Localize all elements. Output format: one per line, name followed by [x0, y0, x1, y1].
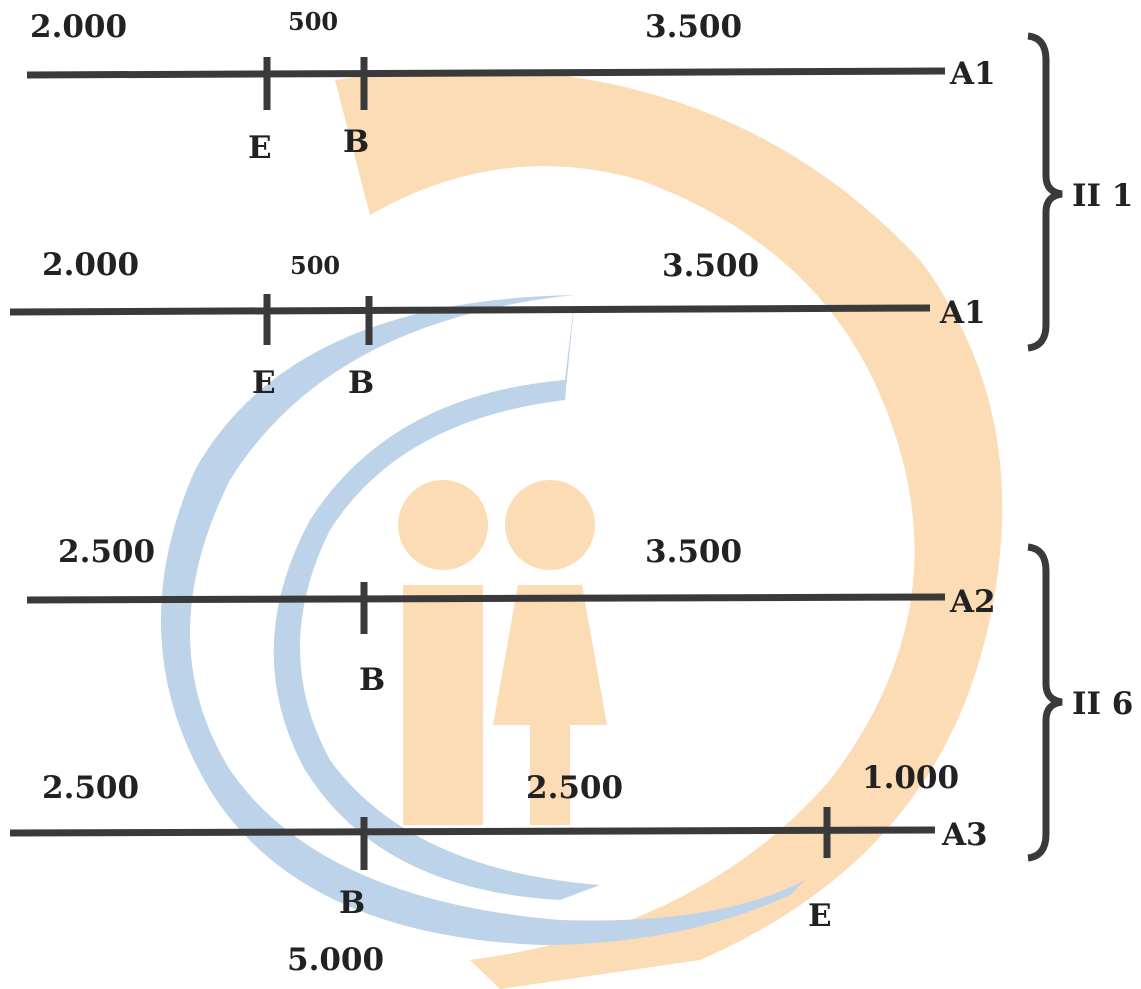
- line-1-point-e: E: [248, 130, 272, 166]
- line-1-axis: [26, 67, 946, 79]
- group-ii-1-brace: [1027, 32, 1063, 352]
- line-2-point-e: E: [252, 365, 276, 401]
- line-1-segment-3: 3.500: [645, 9, 742, 45]
- line-1-segment-2: 500: [288, 7, 338, 36]
- line-2-point-b: B: [348, 365, 374, 401]
- line-3-end-label: A2: [949, 584, 996, 620]
- line-1-point-b: B: [343, 124, 369, 160]
- watermark-head-left: [398, 480, 488, 570]
- watermark-head-right: [505, 480, 595, 570]
- watermark-logo: [160, 69, 1003, 989]
- line-2-segment-2: 500: [290, 251, 340, 280]
- watermark-orange-arc: [335, 69, 1003, 989]
- watermark-body-left: [403, 585, 483, 825]
- line-1-end-label: A1: [949, 56, 996, 92]
- line-2-segment-1: 2.000: [42, 247, 139, 283]
- line-3-axis: [26, 593, 946, 604]
- line-3: 2.500 3.500 B A2: [26, 534, 996, 698]
- line-3-segment-2: 3.500: [645, 534, 742, 570]
- line-1-segment-1: 2.000: [30, 9, 127, 45]
- group-ii-1: II 1: [1027, 32, 1133, 352]
- line-4-segment-2: 2.500: [526, 770, 623, 806]
- line-3-segment-1: 2.500: [58, 534, 155, 570]
- line-4-point-e: E: [808, 898, 832, 934]
- line-2-end-label: A1: [939, 295, 986, 331]
- group-ii-6: II 6: [1027, 543, 1133, 862]
- line-4-axis: [9, 826, 936, 837]
- line-4-segment-3: 1.000: [862, 760, 959, 796]
- group-ii-6-brace: [1027, 543, 1063, 862]
- line-3-point-b: B: [359, 662, 385, 698]
- line-1: 2.000 500 3.500 E B A1: [26, 7, 996, 166]
- line-4-point-b: B: [339, 885, 365, 921]
- watermark-body-right: [493, 585, 607, 825]
- line-4: 2.500 2.500 1.000 B E A3 5.000: [9, 760, 988, 978]
- line-4-end-label: A3: [941, 817, 988, 853]
- group-ii-6-label: II 6: [1072, 686, 1133, 722]
- watermark-blue-arc: [160, 295, 806, 945]
- line-2-segment-3: 3.500: [662, 248, 759, 284]
- group-ii-1-label: II 1: [1072, 178, 1133, 214]
- line-2: 2.000 500 3.500 E B A1: [9, 247, 986, 401]
- line-4-total: 5.000: [287, 942, 384, 978]
- line-4-segment-1: 2.500: [42, 770, 139, 806]
- line-2-axis: [9, 304, 931, 316]
